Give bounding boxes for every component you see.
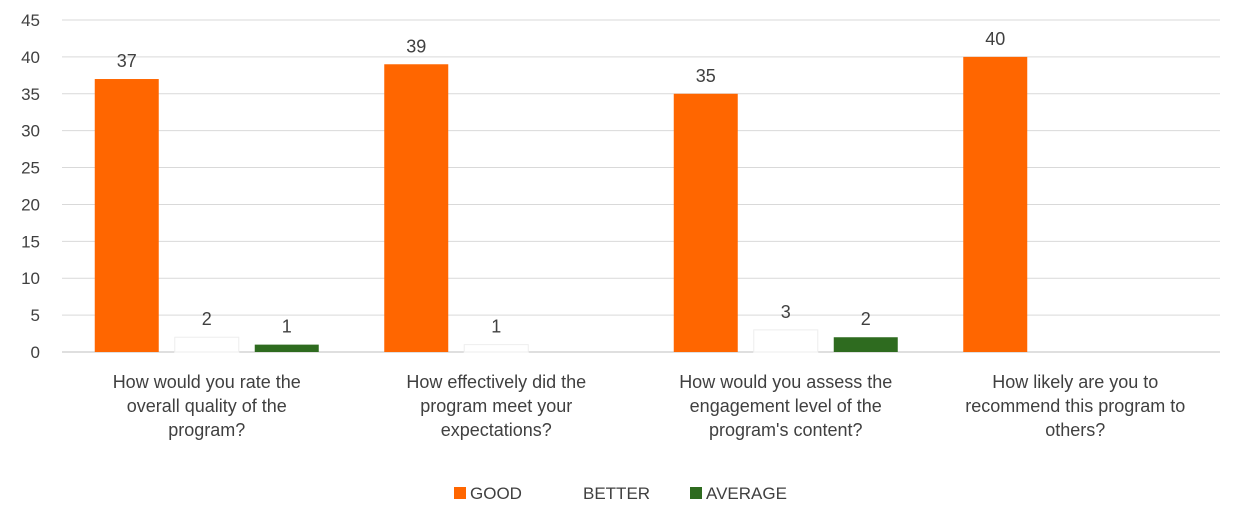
category-label-line: engagement level of the (690, 396, 882, 416)
category-label-line: program meet your (420, 396, 572, 416)
y-tick-label: 10 (21, 269, 40, 288)
bar-better (463, 344, 529, 353)
category-label: How would you rate the overall quality of… (113, 372, 301, 440)
bar-good (94, 79, 159, 353)
bar-good (963, 56, 1028, 353)
y-tick-label: 5 (31, 306, 40, 325)
category-label-line: program? (168, 420, 245, 440)
bar-better (753, 329, 819, 353)
bar-good (673, 93, 738, 353)
legend-swatch-average (690, 487, 702, 499)
legend-label-average: AVERAGE (706, 484, 787, 503)
category-label-line: recommend this program to (965, 396, 1185, 416)
y-tick-label: 20 (21, 195, 40, 214)
bar-better (174, 336, 240, 353)
data-label: 1 (282, 317, 292, 337)
y-tick-label: 35 (21, 85, 40, 104)
legend-label-good: GOOD (470, 484, 522, 503)
legend-swatch-good (454, 487, 466, 499)
data-label: 3 (781, 302, 791, 322)
category-label-line: program's content? (709, 420, 863, 440)
category-labels: How would you rate the overall quality of… (113, 372, 1186, 440)
y-tick-label: 25 (21, 159, 40, 178)
category-label: How effectively did the program meet your… (406, 372, 586, 440)
bars (94, 56, 1028, 353)
data-label: 1 (491, 317, 501, 337)
bar-average (833, 337, 898, 352)
y-tick-label: 0 (31, 343, 40, 362)
category-label-line: How effectively did the (406, 372, 586, 392)
y-tick-label: 15 (21, 232, 40, 251)
y-tick-label: 30 (21, 122, 40, 141)
bar-good (384, 64, 449, 353)
category-label-line: overall quality of the (127, 396, 287, 416)
category-label-line: expectations? (441, 420, 552, 440)
category-label: How likely are you to recommend this prog… (965, 372, 1185, 440)
category-label-line: How likely are you to (992, 372, 1158, 392)
y-tick-label: 40 (21, 48, 40, 67)
data-labels: 37 2 1 39 1 35 3 2 40 (117, 29, 1006, 337)
legend-label-better: BETTER (583, 484, 650, 503)
data-label: 37 (117, 51, 137, 71)
data-label: 2 (202, 309, 212, 329)
category-label-line: How would you rate the (113, 372, 301, 392)
data-label: 40 (985, 29, 1005, 49)
legend-swatch-better (566, 486, 580, 500)
category-label-line: others? (1045, 420, 1105, 440)
legend: GOOD BETTER AVERAGE (454, 484, 787, 503)
y-axis-ticks: 0 5 10 15 20 25 30 35 40 45 (21, 11, 40, 362)
gridlines (62, 19, 1220, 353)
category-label-line: How would you assess the (679, 372, 892, 392)
bar-average (254, 344, 319, 352)
data-label: 35 (696, 66, 716, 86)
data-label: 39 (406, 36, 426, 56)
category-label: How would you assess the engagement level… (679, 372, 892, 440)
data-label: 2 (861, 309, 871, 329)
y-tick-label: 45 (21, 11, 40, 30)
